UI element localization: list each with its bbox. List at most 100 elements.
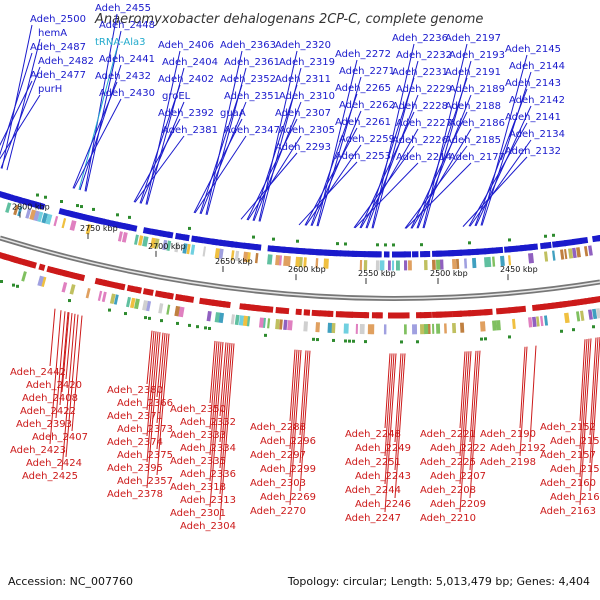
reverse-cog-feature (544, 315, 549, 326)
reverse-cog-feature (359, 324, 365, 335)
forward-cog-feature (29, 209, 37, 221)
reverse-gene-label: Adeh_2152 (540, 422, 596, 433)
reverse-cds-feature (400, 312, 410, 319)
reverse-label-connector (219, 342, 227, 417)
reverse-cds-feature (166, 292, 174, 300)
reverse-cds-feature (106, 280, 118, 289)
reverse-label-connector (219, 342, 229, 443)
forward-cog-feature (279, 255, 283, 266)
gc-marker (204, 326, 207, 330)
forward-cog-feature (488, 256, 492, 268)
reverse-cog-feature (262, 317, 267, 329)
reverse-cog-feature (383, 324, 387, 335)
forward-label-connector (240, 152, 298, 220)
forward-cog-feature (254, 253, 259, 264)
gc-marker (480, 337, 483, 341)
forward-label-connector (417, 94, 472, 229)
reverse-cds-feature (118, 283, 126, 291)
scale-tick-label: 2700 kbp (148, 242, 186, 251)
forward-cog-feature (295, 256, 301, 268)
reverse-label-connector (49, 310, 62, 445)
forward-gene-label: Adeh_2145 (505, 44, 561, 55)
reverse-cog-feature (540, 315, 544, 327)
reverse-label-connector (579, 339, 586, 422)
gc-marker (560, 329, 563, 333)
forward-label-connector (462, 156, 528, 227)
reverse-cog-feature (146, 300, 152, 312)
reverse-label-connector (469, 350, 479, 471)
reverse-label-connector (289, 350, 302, 506)
reverse-cog-feature (579, 310, 585, 321)
forward-cog-feature (41, 212, 48, 224)
reverse-cog-feature (419, 324, 425, 335)
gc-marker (12, 283, 15, 287)
reverse-cog-feature (109, 293, 116, 305)
reverse-gene-label: Adeh_2244 (345, 485, 401, 496)
forward-gene-label: Adeh_2262 (339, 100, 395, 111)
forward-cog-feature (552, 250, 556, 261)
reverse-label-connector (394, 353, 404, 471)
reverse-cog-feature (287, 320, 293, 331)
reverse-cog-feature (404, 324, 407, 335)
forward-cog-feature (85, 223, 92, 235)
reverse-gene-label: Adeh_2198 (480, 457, 536, 468)
forward-cog-feature (464, 258, 468, 269)
forward-cds-feature (404, 251, 412, 258)
forward-label-connector (475, 105, 532, 227)
forward-cog-feature (560, 249, 565, 260)
reverse-gene-label: Adeh_2371 (107, 411, 163, 422)
reverse-label-connector (384, 353, 393, 457)
reverse-gene-label: Adeh_2210 (420, 513, 476, 524)
reverse-cds-feature (78, 274, 86, 282)
reverse-gene-label: Adeh_2422 (20, 406, 76, 417)
forward-label-connector (410, 111, 468, 229)
gc-marker (188, 323, 191, 327)
gc-marker (108, 308, 111, 312)
reverse-cog-feature (491, 320, 497, 331)
reverse-cog-feature (41, 276, 47, 288)
gc-marker (400, 340, 403, 344)
forward-cog-feature (275, 255, 281, 266)
reverse-label-connector (289, 349, 298, 450)
reverse-label-connector (394, 353, 406, 499)
forward-gene-label: Adeh_2259 (339, 134, 395, 145)
reverse-cog-feature (460, 322, 465, 333)
forward-cog-feature (491, 256, 496, 267)
reverse-gene-label: Adeh_2425 (22, 471, 78, 482)
forward-label-connector (194, 135, 247, 214)
forward-cog-feature (472, 257, 477, 269)
reverse-cog-feature (21, 271, 27, 282)
forward-gene-label: Adeh_2500 (30, 14, 86, 25)
forward-gene-label: Adeh_2430 (99, 88, 155, 99)
gc-marker (144, 316, 147, 320)
forward-cog-feature (387, 260, 391, 271)
reverse-label-connector (469, 350, 477, 443)
reverse-cog-feature (97, 290, 103, 302)
gc-marker (420, 243, 423, 247)
forward-gene-label: Adeh_2143 (505, 78, 561, 89)
forward-cog-feature (303, 257, 307, 268)
forward-gene-label: Adeh_2186 (449, 118, 505, 129)
reverse-label-connector (459, 351, 468, 457)
reverse-cog-feature (166, 304, 171, 315)
forward-cds-feature (343, 250, 350, 257)
forward-cog-feature (452, 258, 457, 270)
forward-gene-label: Adeh_2455 (95, 3, 151, 14)
forward-cog-feature (456, 258, 460, 269)
reverse-gene-label: Adeh_2288 (250, 422, 306, 433)
forward-cds-feature (142, 227, 153, 235)
forward-label-connector (133, 118, 181, 203)
reverse-cog-feature (283, 319, 288, 330)
gc-marker (176, 321, 179, 325)
reverse-label-connector (209, 341, 222, 482)
gc-marker (148, 316, 151, 320)
forward-cog-feature (323, 258, 329, 269)
forward-label-connector (253, 101, 302, 221)
forward-cog-feature (17, 205, 23, 217)
reverse-cog-feature (230, 314, 235, 325)
reverse-cog-feature (528, 317, 533, 328)
reverse-label-connector (209, 341, 218, 430)
forward-cds-feature (488, 247, 494, 255)
reverse-cog-feature (512, 318, 516, 330)
